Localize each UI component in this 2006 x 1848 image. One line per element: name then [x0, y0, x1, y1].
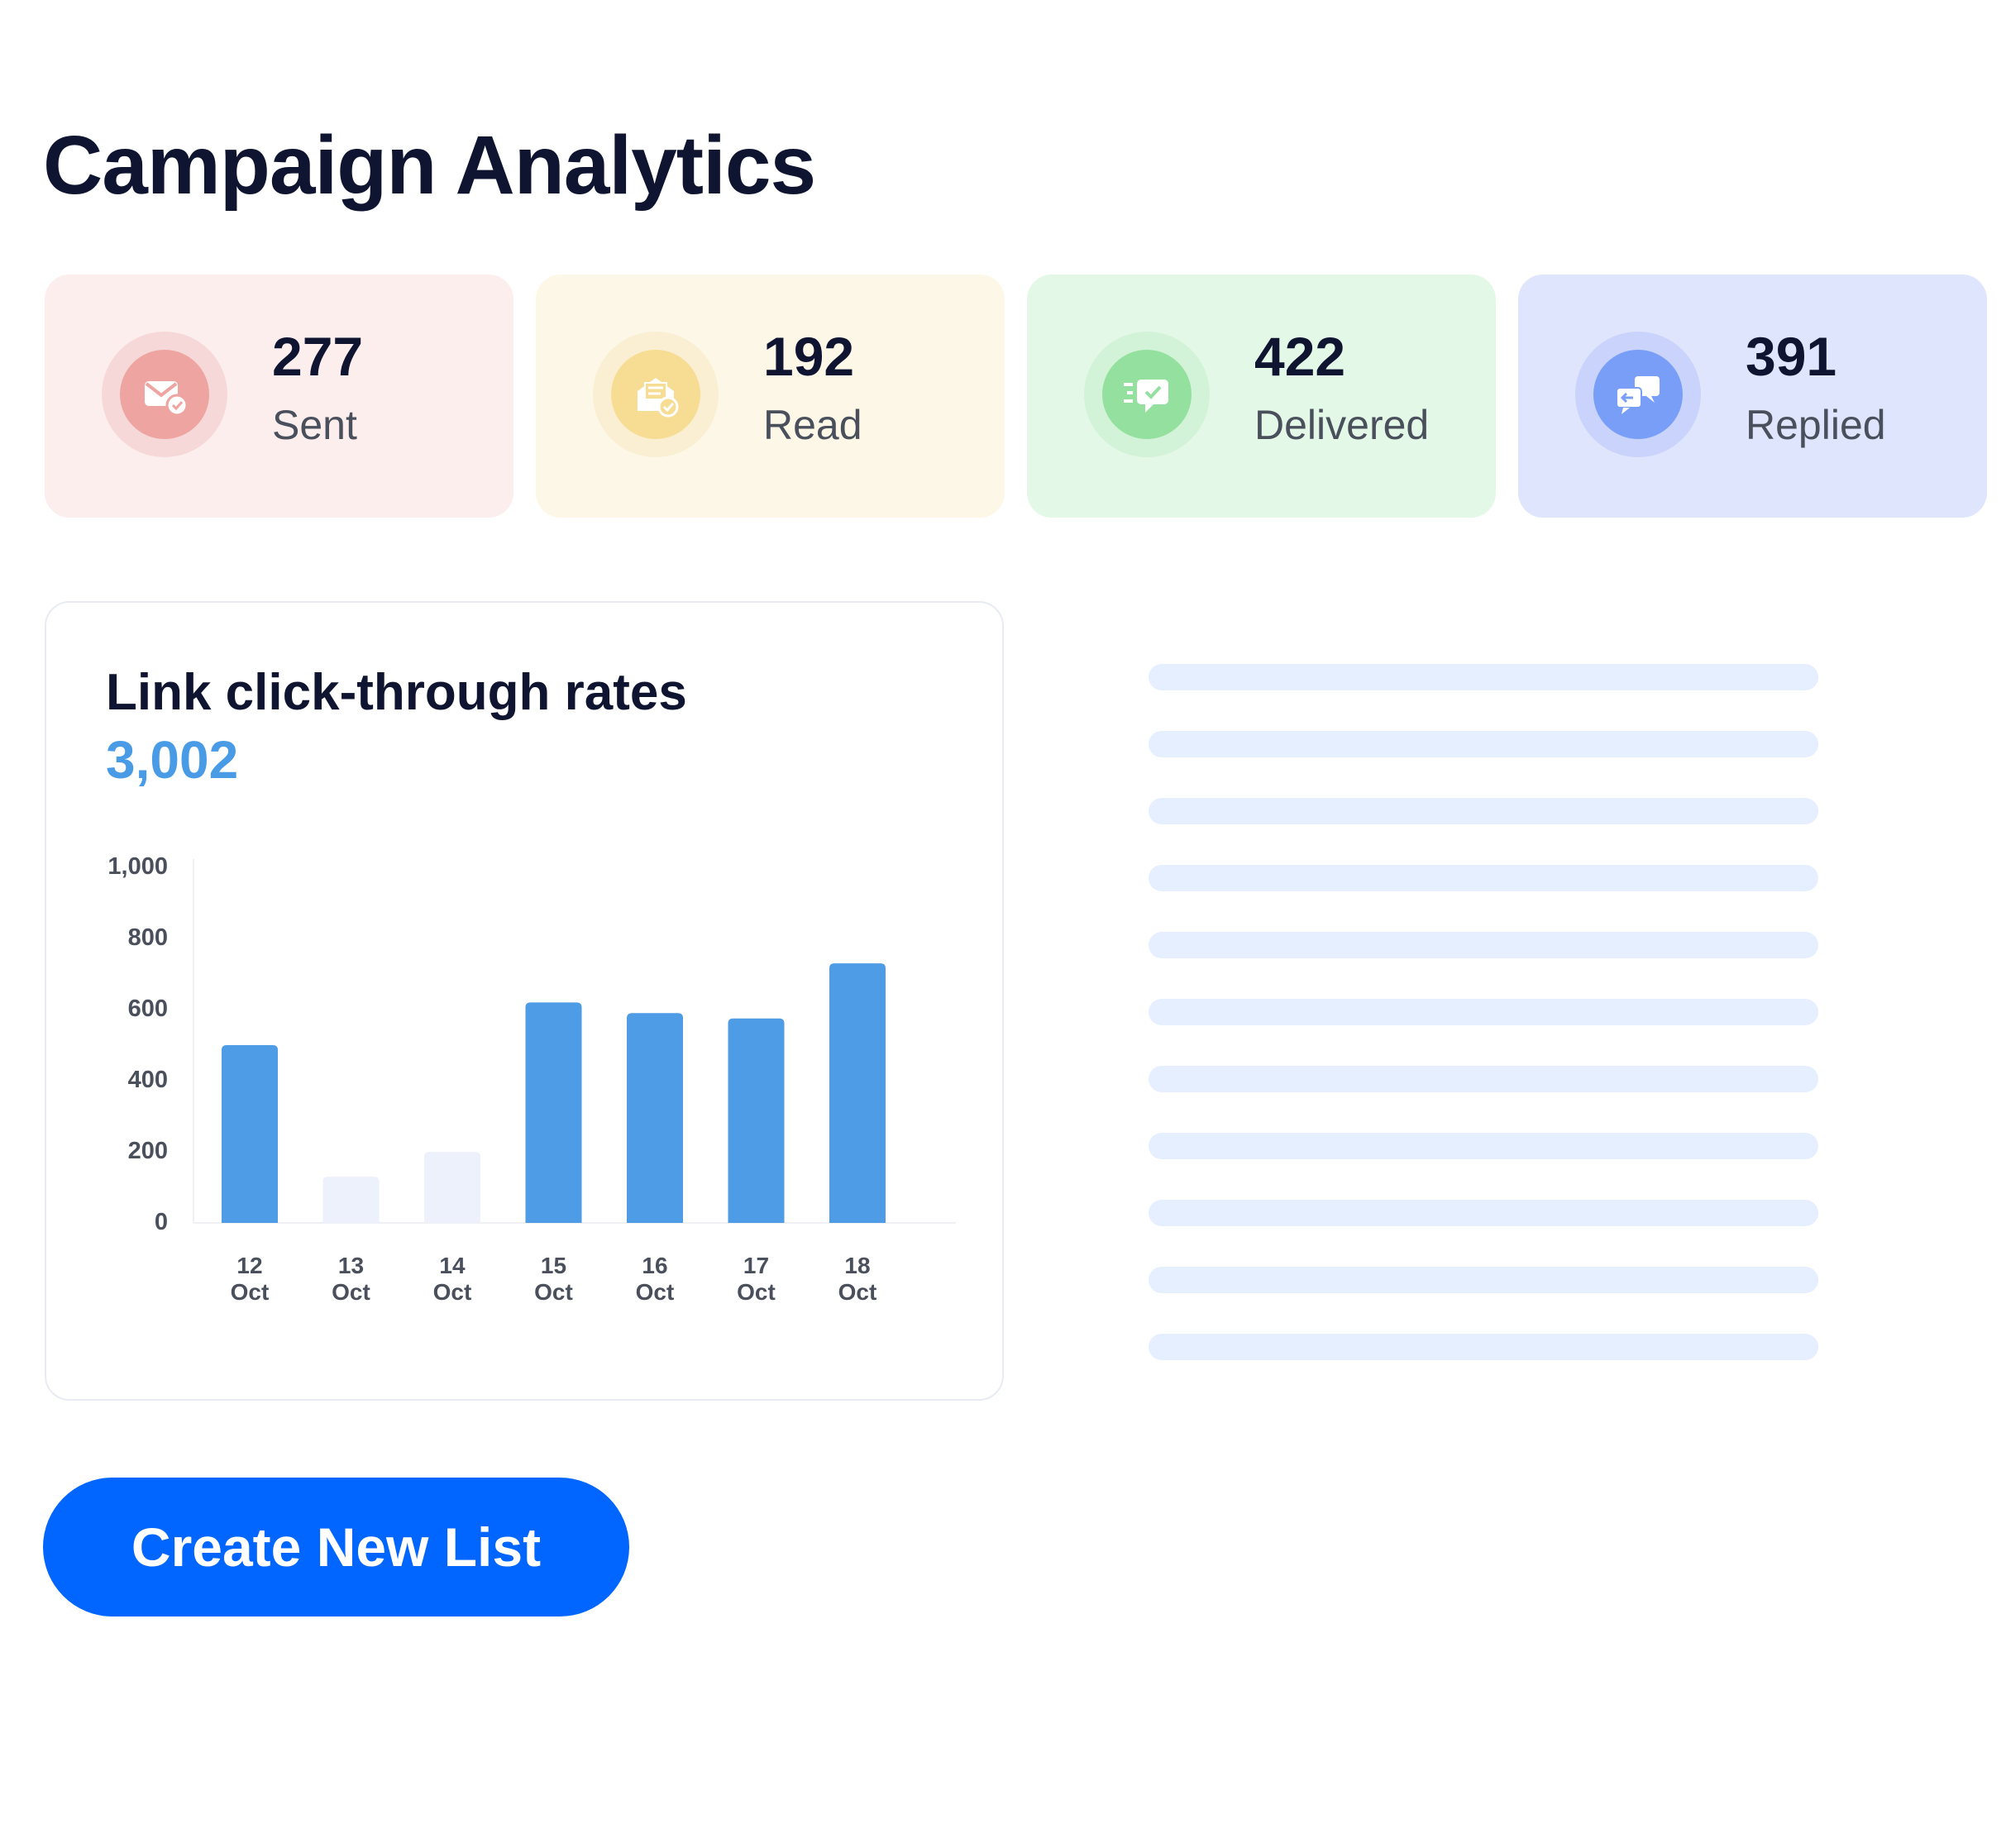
x-tick-label-month: Oct: [231, 1279, 270, 1305]
x-tick-label-day: 15: [541, 1253, 566, 1278]
stat-label: Sent: [272, 402, 357, 448]
stat-label: Delivered: [1254, 402, 1430, 448]
bar-14-oct: [424, 1152, 480, 1223]
x-tick-label-month: Oct: [433, 1279, 472, 1305]
x-tick-label-day: 17: [743, 1253, 769, 1278]
chart-title: Link click-through rates: [106, 664, 687, 721]
placeholder-line: [1149, 1334, 1818, 1360]
placeholder-line: [1149, 798, 1818, 824]
page-title: Campaign Analytics: [43, 119, 816, 212]
stat-value: 422: [1254, 326, 1346, 387]
create-new-list-button[interactable]: Create New List: [43, 1478, 629, 1616]
x-tick-label-day: 18: [844, 1253, 870, 1278]
placeholder-line: [1149, 1133, 1818, 1159]
icon-ring: [1084, 332, 1210, 457]
y-tick-label: 0: [155, 1209, 168, 1235]
y-tick-label: 200: [128, 1138, 168, 1164]
y-tick-label: 1,000: [107, 853, 168, 880]
x-tick-label-day: 13: [338, 1253, 364, 1278]
chart-total: 3,002: [106, 730, 239, 790]
x-tick-label-day: 12: [236, 1253, 262, 1278]
bar-18-oct: [829, 963, 886, 1223]
y-tick-label: 400: [128, 1067, 168, 1093]
placeholder-line: [1149, 664, 1818, 690]
icon-ring: [1575, 332, 1701, 457]
x-tick-label-month: Oct: [737, 1279, 776, 1305]
stat-card-sent: 277 Sent: [45, 275, 513, 518]
x-tick-label-month: Oct: [636, 1279, 675, 1305]
chat-reply-icon: [1593, 350, 1683, 439]
bar-13-oct: [322, 1177, 380, 1223]
open-envelope-check-icon: [611, 350, 700, 439]
placeholder-line: [1149, 999, 1818, 1025]
bar-15-oct: [525, 1002, 582, 1223]
placeholder-line: [1149, 1066, 1818, 1092]
placeholder-line: [1149, 865, 1818, 891]
icon-ring: [102, 332, 227, 457]
chat-check-icon: [1102, 350, 1192, 439]
y-tick-label: 800: [128, 924, 168, 951]
bar-chart: 02004006008001,00012Oct13Oct14Oct15Oct16…: [107, 853, 956, 1305]
x-tick-label-day: 14: [439, 1253, 466, 1278]
placeholder-line: [1149, 731, 1818, 757]
stat-value: 391: [1746, 326, 1837, 387]
icon-ring: [593, 332, 719, 457]
x-tick-label-month: Oct: [332, 1279, 370, 1305]
bar-16-oct: [627, 1013, 683, 1223]
placeholder-line: [1149, 1200, 1818, 1226]
x-tick-label-month: Oct: [838, 1279, 877, 1305]
envelope-check-icon: [120, 350, 209, 439]
y-tick-label: 600: [128, 996, 168, 1022]
placeholder-line: [1149, 932, 1818, 958]
stat-card-read: 192 Read: [536, 275, 1005, 518]
stat-value: 277: [272, 326, 364, 387]
placeholder-line: [1149, 1267, 1818, 1293]
stat-card-replied: 391 Replied: [1518, 275, 1987, 518]
x-tick-label-day: 16: [642, 1253, 667, 1278]
chart-card: Link click-through rates 3,002 0 200 400 60…: [45, 601, 1004, 1401]
stat-value: 192: [763, 326, 855, 387]
stat-label: Replied: [1746, 402, 1886, 448]
bar-12-oct: [222, 1045, 278, 1223]
stat-card-delivered: 422 Delivered: [1027, 275, 1496, 518]
x-tick-label-month: Oct: [534, 1279, 573, 1305]
bar-17-oct: [728, 1018, 785, 1223]
stat-label: Read: [763, 402, 862, 448]
